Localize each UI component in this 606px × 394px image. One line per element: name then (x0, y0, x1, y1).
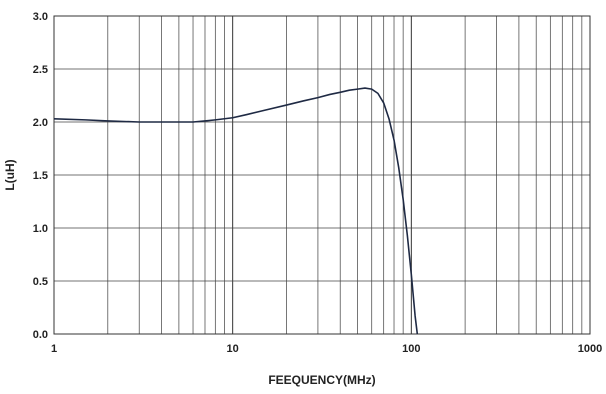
y-tick-label: 1.5 (33, 170, 48, 182)
y-tick-label: 3.0 (33, 11, 48, 23)
x-tick-label: 100 (402, 343, 420, 355)
y-tick-label: 0.0 (33, 329, 48, 341)
x-tick-label: 1 (51, 343, 57, 355)
x-tick-label: 10 (227, 343, 239, 355)
y-tick-label: 0.5 (33, 276, 48, 288)
x-axis-label: FEEQUENCY(MHz) (268, 373, 375, 387)
y-tick-label: 1.0 (33, 223, 48, 235)
series-group (53, 87, 419, 335)
x-tick-label: 1000 (578, 343, 602, 355)
y-axis-label: L(uH) (3, 159, 17, 190)
y-tick-label: 2.0 (33, 117, 48, 129)
y-tick-labels: 0.0 0.5 1.0 1.5 2.0 2.5 3.0 (33, 11, 48, 341)
plot-frame (53, 15, 591, 335)
inductance-series-line (53, 87, 419, 335)
y-tick-label: 2.5 (33, 64, 48, 76)
x-tick-labels: 1 10 100 1000 (51, 343, 602, 355)
